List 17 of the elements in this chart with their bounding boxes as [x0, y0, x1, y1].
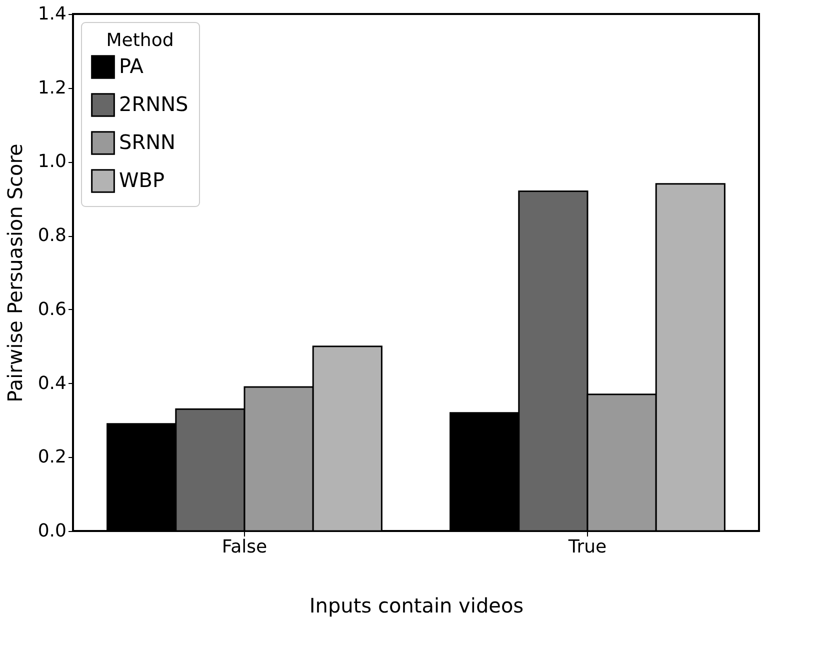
- x-axis-title: Inputs contain videos: [309, 594, 524, 618]
- legend-label: PA: [119, 54, 144, 78]
- y-tick-label: 0.2: [38, 446, 66, 468]
- y-tick-label: 0.6: [38, 298, 66, 320]
- y-axis-title: Pairwise Persuasion Score: [2, 144, 27, 402]
- y-tick-label: 1.0: [38, 151, 66, 172]
- y-tick-label: 1.2: [38, 77, 66, 98]
- legend-label: SRNN: [119, 130, 176, 154]
- legend-label: 2RNNS: [119, 92, 188, 116]
- y-tick-label: 0.8: [38, 225, 66, 246]
- x-tick-label: False: [222, 536, 268, 558]
- legend-title: Method: [106, 30, 174, 51]
- y-tick-label: 0.4: [38, 372, 66, 394]
- y-tick-label: 1.4: [38, 4, 66, 24]
- x-tick-label: True: [567, 536, 607, 558]
- legend-label: WBP: [119, 168, 165, 192]
- y-tick-label: 0.0: [38, 520, 66, 542]
